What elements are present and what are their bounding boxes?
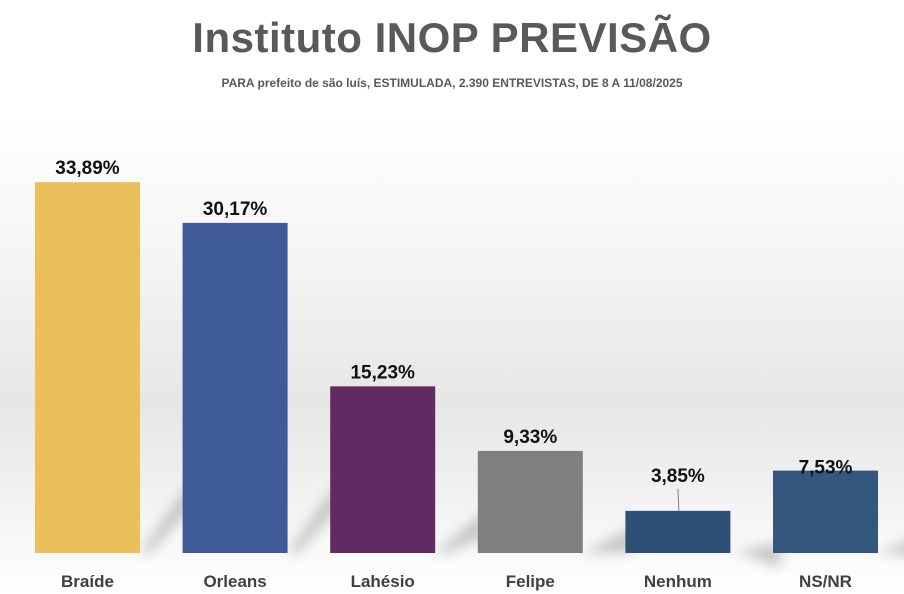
bar [35, 182, 140, 553]
category-label: Braíde [61, 572, 114, 591]
bar [477, 450, 583, 553]
category-label: Nenhum [644, 572, 712, 591]
category-label: NS/NR [799, 572, 852, 591]
bar [625, 510, 731, 553]
label-leader-line [677, 488, 680, 511]
bar [182, 222, 288, 553]
bar-shadow [435, 511, 486, 553]
value-label: 33,89% [55, 158, 120, 179]
category-labels: Braíde Orleans Lahésio Felipe Nenhum NS/NR [61, 572, 852, 591]
bars [35, 182, 878, 553]
bar-shadow [878, 542, 904, 555]
bar [773, 470, 878, 553]
chart-title: Instituto INOP PREVISÃO [192, 14, 712, 61]
value-label: 7,53% [799, 458, 853, 479]
bar [330, 386, 436, 553]
bar-shadow [582, 527, 633, 553]
chart-subtitle: PARA prefeito de são luís, ESTIMULADA, 2… [221, 76, 683, 90]
value-label: 15,23% [350, 362, 415, 383]
value-label: 9,33% [503, 427, 557, 448]
bar-shadow [140, 483, 190, 553]
value-label: 3,85% [651, 466, 705, 487]
value-labels: 33,89% 30,17% 15,23% 9,33% 3,85% 7,53% [55, 158, 853, 511]
category-label: Felipe [506, 572, 555, 591]
bar-shadow [730, 542, 781, 568]
bar-shadows [140, 483, 904, 568]
bar-shadow [287, 483, 338, 553]
category-label: Lahésio [351, 572, 415, 591]
value-label: 30,17% [203, 199, 268, 220]
category-label: Orleans [203, 572, 266, 591]
